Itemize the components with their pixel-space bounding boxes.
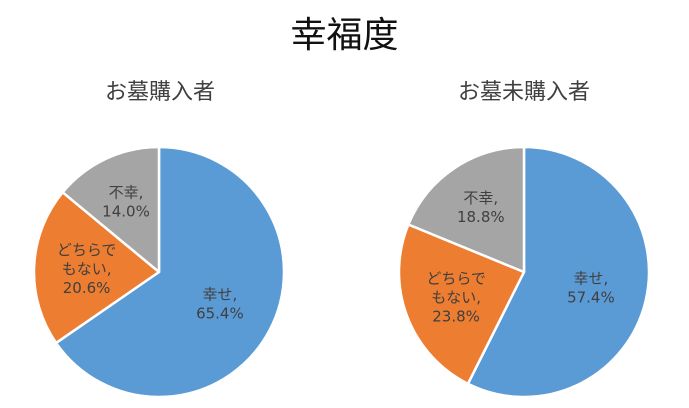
slice-unhappy — [61, 145, 161, 274]
chart-title-buyers: お墓購入者 — [104, 80, 215, 105]
pie-1: 幸せ, 57.4% どちらでもない, 23.8% 不幸, 18.8% — [397, 145, 651, 399]
slice-happy — [54, 145, 286, 399]
data-label-line: もない, — [431, 288, 481, 306]
data-label-line: もない, — [62, 260, 112, 278]
data-label-neutral: どちらでもない, 20.6% — [57, 241, 117, 297]
data-label-line: 20.6% — [63, 279, 111, 297]
data-label-line: 不幸, — [463, 189, 498, 207]
data-label-line: 65.4% — [196, 305, 244, 323]
figure-title: 幸福度 — [290, 15, 399, 56]
chart-title-non-buyers: お墓未購入者 — [457, 80, 590, 105]
data-label-line: 14.0% — [102, 202, 150, 220]
data-label-line: 不幸, — [109, 183, 144, 201]
data-label-line: 幸せ, — [203, 286, 238, 304]
slice-happy — [466, 145, 651, 399]
data-label-unhappy: 不幸, 18.8% — [457, 189, 505, 226]
slice-neutral — [32, 191, 161, 345]
data-label-neutral: どちらでもない, 23.8% — [426, 269, 486, 325]
slice-unhappy — [407, 145, 526, 274]
data-label-line: どちらで — [426, 269, 486, 287]
pie-0: 幸せ, 65.4% どちらでもない, 20.6% 不幸, 14.0% — [32, 145, 286, 399]
slice-neutral — [397, 223, 526, 385]
data-label-happy: 幸せ, 65.4% — [196, 286, 244, 323]
data-label-happy: 幸せ, 57.4% — [567, 269, 615, 306]
data-label-line: 18.8% — [457, 208, 505, 226]
data-label-line: どちらで — [57, 241, 117, 259]
data-label-line: 57.4% — [567, 288, 615, 306]
data-label-line: 幸せ, — [574, 269, 609, 287]
data-label-line: 23.8% — [432, 307, 480, 325]
data-label-unhappy: 不幸, 14.0% — [102, 183, 150, 220]
